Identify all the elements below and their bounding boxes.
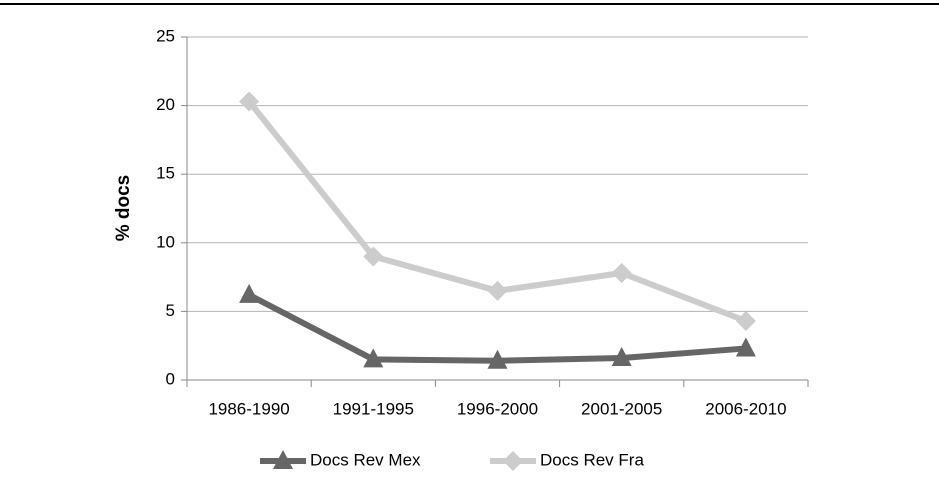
x-tick-label: 2001-2005 [581,399,662,418]
data-point [487,280,508,301]
legend-label: Docs Rev Fra [540,450,644,469]
y-tick-label: 25 [156,26,175,45]
x-tick-label: 1996-2000 [457,399,538,418]
y-axis-label: % docs [113,175,134,242]
y-tick-label: 20 [156,95,175,114]
legend-marker [503,451,523,471]
y-tick-label: 15 [156,164,175,183]
legend-label: Docs Rev Mex [310,450,421,469]
y-tick-label: 5 [166,301,175,320]
data-point [363,348,384,368]
data-point [239,283,260,303]
data-point [611,262,632,283]
x-tick-label: 1986-1990 [208,399,289,418]
data-point [363,246,384,267]
data-point [611,347,632,367]
legend-marker [273,450,293,469]
data-point [735,311,756,332]
data-point [239,91,260,112]
data-point [735,337,756,357]
x-tick-label: 2006-2010 [705,399,786,418]
y-tick-label: 0 [166,369,175,388]
x-tick-label: 1991-1995 [333,399,414,418]
y-tick-label: 10 [156,232,175,251]
data-point [487,349,508,369]
